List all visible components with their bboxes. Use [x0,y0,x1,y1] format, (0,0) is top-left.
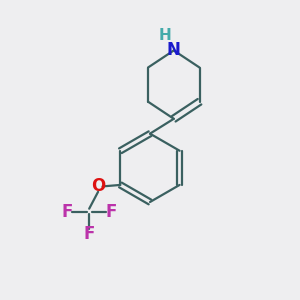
Text: O: O [91,177,105,195]
Text: H: H [158,28,171,43]
Text: F: F [83,225,95,243]
Text: F: F [106,203,117,221]
Text: N: N [167,41,181,59]
Text: F: F [61,203,73,221]
